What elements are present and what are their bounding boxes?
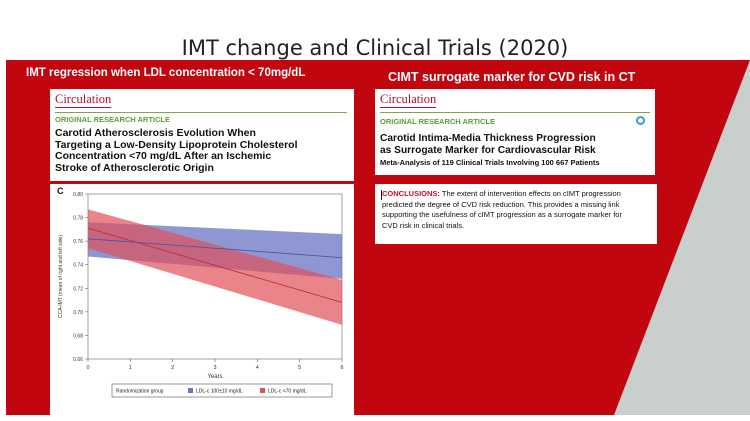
divider [380,112,650,113]
conclusions-label: CONCLUSIONS: [382,189,440,198]
chart-panel-label: C [57,186,64,196]
conclusions-line-text: The extent of intervention effects on cI… [439,189,621,198]
right-panel-heading: CIMT surrogate marker for CVD risk in CT [388,70,636,84]
article-type-label: ORIGINAL RESEARCH ARTICLE [55,115,171,124]
article-title-line: Carotid Intima-Media Thickness Progressi… [380,133,596,144]
y-tick-label: 0.76 [73,239,83,245]
gray-diagonal-shape [614,60,750,415]
article-title-line: Carotid Atherosclerosis Evolution When [55,127,256,139]
article-title: Carotid Intima-Media Thickness Progressi… [380,133,655,156]
y-tick-label: 0.72 [73,286,83,292]
conclusions-text: CONCLUSIONS: The extent of intervention … [382,189,654,231]
journal-name: Circulation [55,92,112,108]
y-axis-label: CCA-IMT (mean of right and left side) [58,235,64,318]
article-title-line: as Surrogate Marker for Cardiovascular R… [380,144,596,156]
series-line [87,227,343,303]
y-tick-label: 0.66 [73,357,83,363]
y-tick-label: 0.78 [73,216,83,222]
x-tick-label: 4 [256,365,259,371]
article-title-line: Concentration <70 mg/dL After an Ischemi… [55,150,272,162]
right-article-card: Circulation ORIGINAL RESEARCH ARTICLE Ca… [375,89,655,175]
legend-label: LDL-c 100±10 mg/dL [196,389,243,395]
open-access-icon [636,116,645,125]
article-title: Carotid Atherosclerosis Evolution When T… [55,127,353,174]
legend: Randomization group LDL-c 100±10 mg/dL LDL… [111,383,333,398]
article-title-line: Targeting a Low-Density Lipoprotein Chol… [55,138,298,151]
left-panel-heading: IMT regression when LDL concentration < … [26,67,306,79]
series-line [87,238,343,259]
conclusions-card: CONCLUSIONS: The extent of intervention … [375,184,657,244]
confidence-band [88,209,342,325]
y-tick-label: 0.74 [73,263,83,269]
x-tick-label: 1 [129,365,132,371]
legend-swatch [260,388,265,393]
x-tick-label: 6 [340,365,343,371]
conclusions-line: CONCLUSIONS: The extent of intervention … [382,189,654,200]
legend-label: LDL-c <70 mg/dL [268,389,307,395]
x-tick-label: 0 [86,365,89,371]
article-title-line: Stroke of Atherosclerotic Origin [55,161,214,174]
x-tick-label: 3 [213,365,216,371]
divider [55,112,347,113]
article-subtitle: Meta-Analysis of 119 Clinical Trials Inv… [380,158,600,167]
journal-name: Circulation [380,92,437,108]
article-type-label: ORIGINAL RESEARCH ARTICLE [380,117,496,126]
y-tick-label: 0.80 [73,192,83,198]
x-tick-label: 5 [298,365,301,371]
conclusions-line: CVD risk in clinical trials. [382,220,465,230]
legend-title: Randomization group [116,389,164,395]
plot-layer: 0.66 0.68 0.70 0.72 0.74 0.76 0.78 0.80 0 1 2 3 4 5 6 [73,192,343,371]
chart-card: C CCA-IMT (mean of right and left side) … [50,184,354,416]
text-cursor [381,190,382,200]
legend-swatch [188,388,193,393]
y-tick-label: 0.70 [73,310,83,316]
x-tick-label: 2 [171,365,174,371]
imt-chart: C CCA-IMT (mean of right and left side) … [57,186,344,398]
y-tick-label: 0.68 [73,333,83,339]
left-article-card: Circulation ORIGINAL RESEARCH ARTICLE Ca… [50,89,354,181]
conclusions-line: supporting the usefulness of cIMT progre… [382,210,622,219]
x-axis-label: Years [207,374,222,380]
legend-box [111,383,333,398]
slide-title: IMT change and Clinical Trials (2020) [181,36,569,61]
conclusions-line: predicted the degree of CVD risk reducti… [382,199,620,209]
